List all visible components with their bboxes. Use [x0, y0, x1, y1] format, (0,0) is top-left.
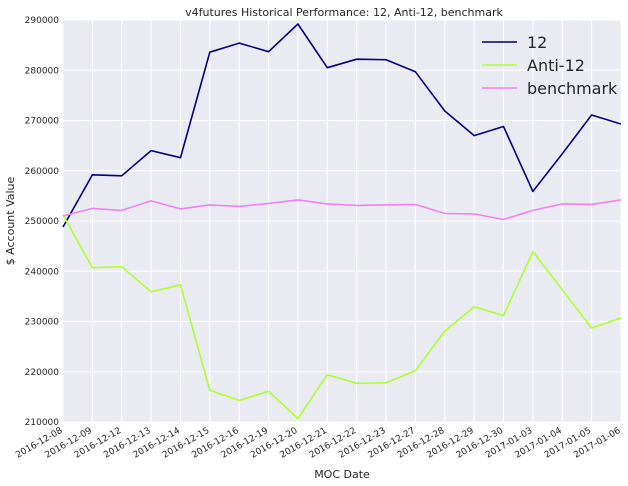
y-tick-label: 220000 — [25, 368, 60, 378]
x-tick-labels: 2016-12-082016-12-092016-12-122016-12-13… — [14, 426, 623, 461]
y-axis-label: $ Account Value — [4, 176, 17, 265]
chart-title: v4futures Historical Performance: 12, An… — [185, 6, 503, 19]
y-tick-label: 230000 — [25, 318, 60, 328]
y-tick-labels: 210000 220000 230000 240000 250000 260000 2700… — [25, 16, 60, 428]
y-tick-label: 210000 — [25, 418, 60, 428]
grid-lines — [62, 19, 622, 423]
series-line-1 — [62, 214, 622, 420]
legend: 12 Anti-12 benchmark — [482, 33, 618, 98]
series-line-2 — [62, 199, 622, 221]
y-tick-label: 260000 — [25, 167, 60, 177]
x-axis-label: MOC Date — [314, 468, 370, 481]
y-tick-label: 280000 — [25, 66, 60, 76]
series-lines — [62, 23, 622, 420]
legend-label-1: Anti-12 — [527, 56, 585, 75]
legend-label-2: benchmark — [527, 79, 618, 98]
series-line-0 — [62, 23, 622, 228]
y-tick-label: 240000 — [25, 267, 60, 277]
y-tick-label: 250000 — [25, 217, 60, 227]
legend-label-0: 12 — [527, 33, 547, 52]
y-tick-label: 290000 — [25, 16, 60, 26]
y-tick-label: 270000 — [25, 117, 60, 127]
